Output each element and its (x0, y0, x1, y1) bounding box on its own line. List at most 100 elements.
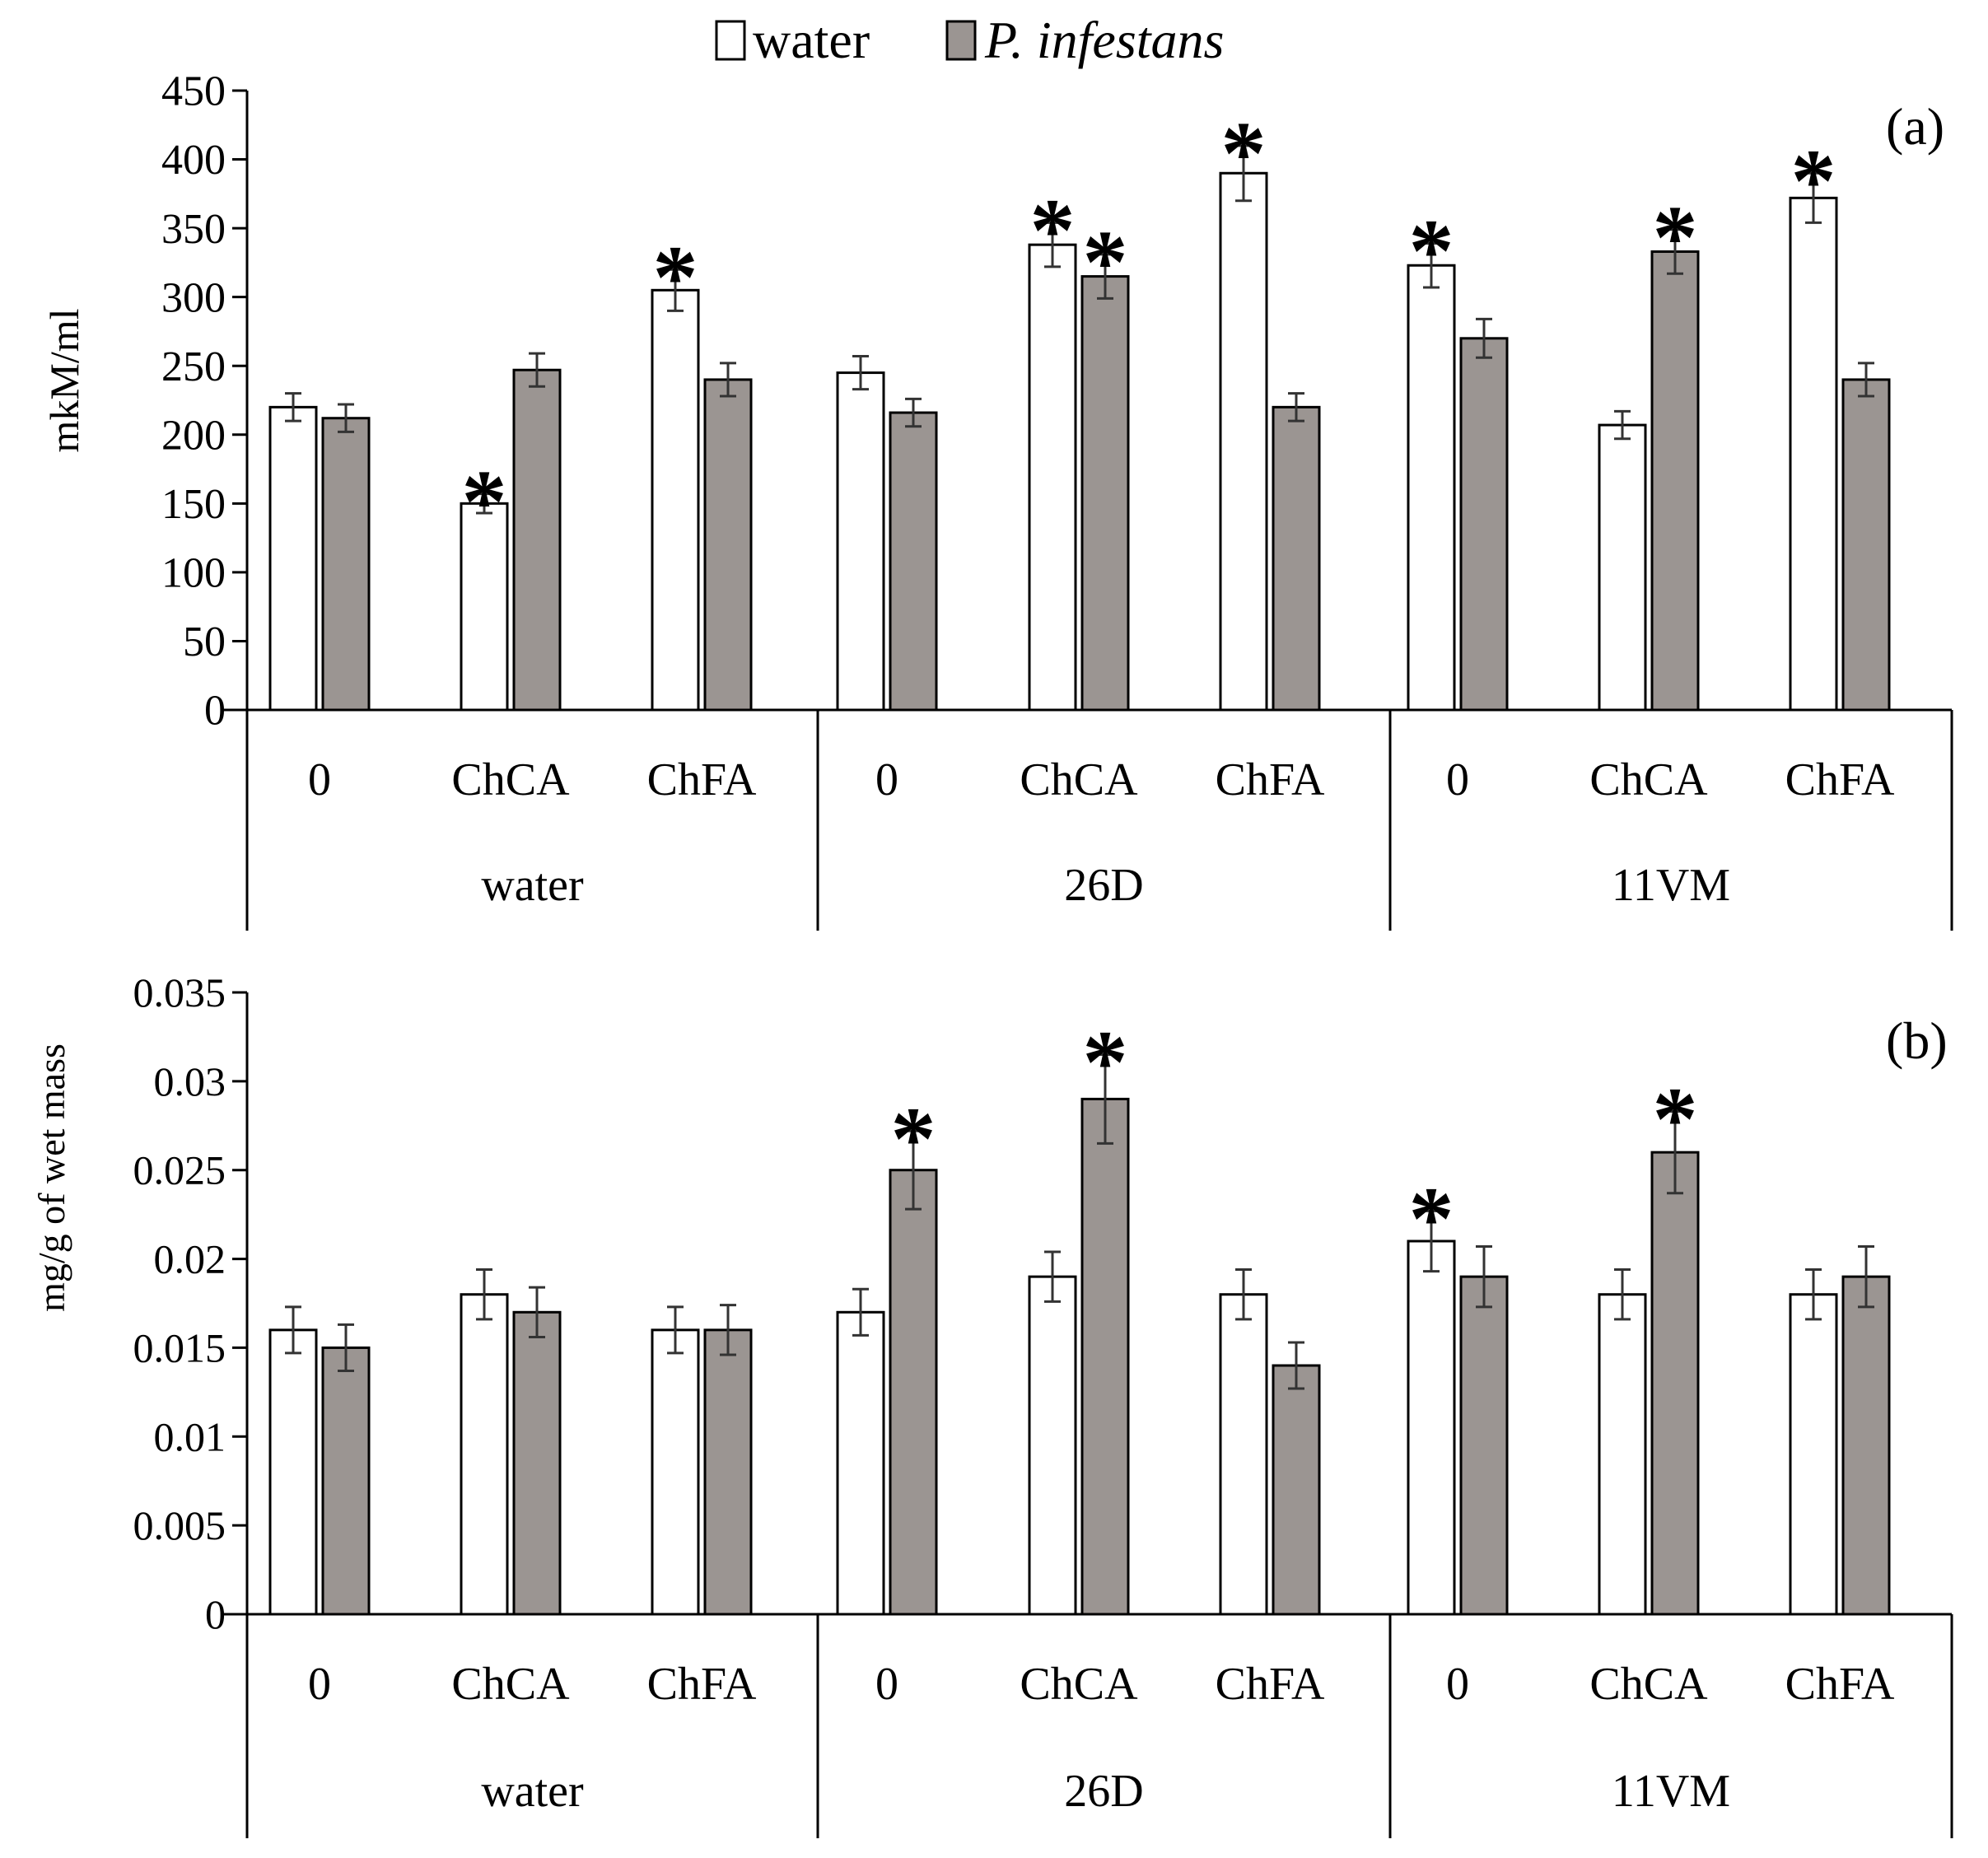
y-tick-label: 0.015 (133, 1324, 226, 1370)
bar-infestans (1650, 1151, 1700, 1616)
bar-infestans (1272, 405, 1321, 712)
bar-infestans (703, 378, 753, 712)
legend-swatch-infestans (945, 20, 977, 61)
y-tick-label: 0.005 (133, 1502, 226, 1548)
x-category-label: ChCA (1020, 754, 1138, 805)
legend: water P. infestans (715, 11, 1224, 69)
x-category-label: 0 (308, 754, 331, 805)
x-category-label: ChCA (451, 754, 570, 805)
legend-label-water: water (753, 11, 870, 69)
significance-marker: * (1030, 180, 1076, 281)
y-tick-label: 200 (161, 412, 226, 459)
x-group-label: 11VM (1612, 1766, 1730, 1817)
x-category-label: ChFA (1216, 754, 1325, 805)
y-tick-label: 250 (161, 343, 226, 390)
x-category-label: ChFA (1216, 1659, 1325, 1710)
bar-infestans (703, 1328, 753, 1616)
bar-water (1407, 264, 1456, 712)
y-tick-label: 350 (161, 206, 226, 253)
y-tick-label: 300 (161, 274, 226, 321)
bar-infestans (321, 417, 371, 712)
significance-marker: * (1409, 201, 1454, 301)
y-tick-label: 0.035 (133, 969, 226, 1015)
bar-water (268, 405, 318, 712)
significance-marker: * (1791, 130, 1836, 231)
y-tick-label: 0.02 (154, 1236, 226, 1282)
y-tick-label: 100 (161, 550, 226, 597)
significance-marker: * (1653, 187, 1698, 287)
x-category-label: 0 (308, 1659, 331, 1710)
y-tick-label: 450 (161, 68, 226, 115)
x-category-label: 0 (1446, 1659, 1469, 1710)
y-tick-label: 0 (204, 688, 226, 735)
panel-a-chart: (a) mkM/ml 050100150200250300350400450**… (41, 68, 1953, 931)
bar-water (1028, 243, 1077, 712)
panel-a-label: (a) (1886, 97, 1944, 156)
significance-marker: * (1083, 1012, 1128, 1113)
bar-water (1598, 1293, 1647, 1616)
panel-b-label: (b) (1886, 1011, 1948, 1070)
x-category-label: ChFA (647, 1659, 757, 1710)
y-tick-label: 0 (205, 1591, 226, 1637)
bar-water (836, 371, 885, 712)
x-category-label: ChFA (1785, 1659, 1895, 1710)
x-category-label: ChCA (1589, 1659, 1708, 1710)
panel-a-y-axis-label: mkM/ml (41, 308, 87, 452)
significance-marker: * (653, 226, 698, 327)
bar-water (1598, 423, 1647, 712)
x-category-label: ChCA (451, 1659, 570, 1710)
bar-water (1028, 1275, 1077, 1616)
x-group-label: 11VM (1612, 860, 1730, 911)
bar-water (1407, 1239, 1456, 1616)
y-tick-label: 50 (183, 619, 226, 665)
significance-marker: * (891, 1088, 936, 1188)
x-category-label: ChFA (1785, 754, 1895, 805)
bar-infestans (1459, 1275, 1509, 1616)
bar-infestans (512, 368, 562, 712)
panel-b-plot-area: 0 0.005 0.01 0.015 0.02 0.025 0.03 0.035 * * * * 0 Ch… (133, 969, 1953, 1838)
bar-infestans (321, 1346, 371, 1616)
x-category-label: 0 (875, 1659, 898, 1710)
x-group-label: water (481, 1766, 584, 1817)
bar-infestans (512, 1310, 562, 1616)
bar-infestans (1459, 337, 1509, 712)
bar-water (1789, 196, 1838, 712)
x-category-label: 0 (1446, 754, 1469, 805)
bar-water (1219, 171, 1268, 712)
x-group-label: 26D (1064, 860, 1143, 911)
bar-infestans (1080, 1097, 1130, 1616)
x-category-label: ChFA (647, 754, 757, 805)
bar-water (460, 1293, 509, 1616)
bar-infestans (1841, 378, 1891, 712)
bar-infestans (889, 411, 938, 712)
bar-water (651, 1328, 700, 1616)
panel-b-chart: (b) mg/g of wet mass 0 0.005 0.01 0.015 0.02… (30, 969, 1953, 1838)
y-tick-label: 0.01 (154, 1413, 226, 1459)
y-tick-label: 0.025 (133, 1147, 226, 1193)
bar-water (1219, 1293, 1268, 1616)
significance-marker: * (1083, 212, 1128, 312)
bar-infestans (889, 1169, 938, 1616)
y-tick-label: 0.03 (154, 1058, 226, 1104)
bar-infestans (1080, 275, 1130, 712)
panel-b-y-axis-label: mg/g of wet mass (30, 1043, 72, 1312)
significance-marker: * (1653, 1069, 1698, 1169)
bar-infestans (1272, 1364, 1321, 1616)
significance-marker: * (1409, 1169, 1454, 1269)
significance-marker: * (1221, 103, 1267, 203)
bar-water (268, 1328, 318, 1616)
legend-swatch-water (715, 20, 746, 61)
x-category-label: 0 (875, 754, 898, 805)
x-category-label: ChCA (1020, 1659, 1138, 1710)
significance-marker: * (462, 451, 507, 552)
x-category-label: ChCA (1589, 754, 1708, 805)
x-group-label: 26D (1064, 1766, 1143, 1817)
bar-water (1789, 1293, 1838, 1616)
y-tick-label: 400 (161, 137, 226, 184)
legend-label-infestans: P. infestans (984, 11, 1224, 69)
bar-infestans (1650, 250, 1700, 712)
x-group-label: water (481, 860, 584, 911)
y-tick-label: 150 (161, 481, 226, 528)
